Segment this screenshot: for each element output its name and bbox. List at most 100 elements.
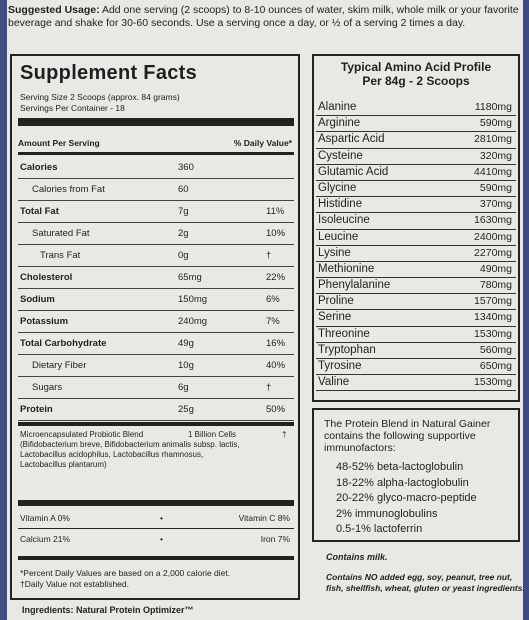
facts-header: Amount Per Serving % Daily Value* — [18, 138, 294, 148]
contains-no: Contains NO added egg, soy, peanut, tree… — [326, 572, 525, 593]
nutrient-name: Protein — [20, 404, 53, 415]
blend-list: 48-52% beta-lactoglobulin 18-22% alpha-la… — [336, 460, 477, 538]
amino-value: 650mg — [479, 360, 512, 372]
blend-item: 2% immunoglobulins — [336, 507, 438, 520]
medium-rule — [18, 152, 294, 155]
nutrient-dv: 40% — [266, 360, 286, 371]
amino-name: Aspartic Acid — [318, 133, 385, 146]
medium-rule — [18, 556, 294, 560]
amino-row: Tryptophan 560mg — [316, 343, 516, 359]
nutrient-name: Potassium — [20, 316, 69, 327]
ingredients: Ingredients: Natural Protein Optimizer™ — [22, 605, 194, 615]
amino-row: Glutamic Acid 4410mg — [316, 165, 516, 181]
amino-value: 590mg — [479, 117, 512, 130]
blend-item: 48-52% beta-lactoglobulin — [336, 461, 464, 473]
nutrient-amount: 360 — [178, 162, 194, 173]
amino-name: Isoleucine — [318, 214, 370, 227]
nutrient-name: Sugars — [32, 382, 63, 393]
nutrient-dv: † — [266, 250, 272, 261]
amino-row: Valine 1530mg — [316, 375, 516, 392]
amino-value: 2810mg — [474, 133, 512, 146]
nutrient-row: Trans Fat 0g † — [18, 244, 294, 267]
nutrient-name: Total Fat — [20, 206, 59, 217]
vitamin-a: Vitamin A 0% — [20, 513, 70, 523]
nutrient-dv: 10% — [266, 228, 286, 239]
footnote-dagger: †Daily Value not established. — [20, 579, 129, 589]
nutrient-name: Calories from Fat — [32, 184, 105, 195]
vitamin-c: Vitamin C 8% — [238, 513, 290, 523]
amino-value: 490mg — [479, 262, 512, 275]
nutrient-dv: 16% — [266, 338, 286, 349]
nutrient-amount: 25g — [178, 404, 194, 415]
footnote-dv: *Percent Daily Values are based on a 2,0… — [20, 568, 231, 578]
amino-name: Methionine — [318, 262, 375, 275]
amino-name: Arginine — [318, 117, 361, 130]
nutrient-row: Total Fat 7g 11% — [18, 200, 294, 223]
amino-name: Histidine — [318, 198, 363, 211]
amino-name: Lysine — [318, 246, 351, 259]
amino-value: 4410mg — [474, 165, 512, 178]
amino-row: Leucine 2400mg — [316, 230, 516, 246]
amino-row: Phenylalanine 780mg — [316, 278, 516, 295]
probiotic-detail: (Bifidobacterium breve, Bifidobacterium … — [20, 440, 240, 469]
amino-name: Proline — [318, 295, 354, 308]
amino-value: 590mg — [479, 181, 512, 194]
amino-row: Cysteine 320mg — [316, 149, 516, 165]
nutrient-row: Cholesterol 65mg 22% — [18, 266, 294, 289]
nutrient-dv: 6% — [266, 294, 280, 305]
nutrient-name: Trans Fat — [40, 250, 81, 261]
nutrient-row: Total Carbohydrate 49g 16% — [18, 332, 294, 355]
amino-name: Threonine — [318, 327, 370, 340]
nutrient-amount: 0g — [178, 250, 189, 261]
amino-value: 2400mg — [474, 230, 512, 243]
amino-row: Methionine 490mg — [316, 262, 516, 279]
nutrient-amount: 60 — [178, 184, 189, 195]
amino-title-line2: Per 84g - 2 Scoops — [362, 74, 470, 88]
amino-rows: Alanine 1180mg Arginine 590mg Aspartic Acid 2… — [316, 100, 516, 392]
nutrient-name: Dietary Fiber — [32, 360, 87, 371]
amino-name: Valine — [318, 376, 350, 389]
amino-name: Tryptophan — [318, 343, 376, 356]
facts-footnotes: *Percent Daily Values are based on a 2,0… — [20, 568, 294, 590]
nutrient-name: Total Carbohydrate — [20, 338, 107, 349]
nutrient-row: Calories from Fat 60 — [18, 178, 294, 201]
amino-acid-panel: Typical Amino Acid Profile Per 84g - 2 S… — [312, 54, 520, 402]
contains-milk: Contains milk. — [326, 552, 388, 562]
amino-title-line1: Typical Amino Acid Profile — [340, 60, 492, 74]
nutrient-row: Potassium 240mg 7% — [18, 310, 294, 333]
medium-rule — [18, 422, 294, 426]
probiotic-blend: Microencapsulated Probiotic Blend 1 Bill… — [20, 430, 294, 470]
amino-row: Serine 1340mg — [316, 310, 516, 327]
amino-name: Glutamic Acid — [318, 165, 389, 178]
supplement-facts-panel: Supplement Facts Serving Size 2 Scoops (… — [10, 54, 300, 600]
amino-value: 1530mg — [474, 327, 512, 340]
amino-row: Glycine 590mg — [316, 181, 516, 198]
amino-value: 1570mg — [474, 295, 512, 308]
thin-rule — [18, 528, 294, 529]
amino-value: 1530mg — [474, 376, 512, 389]
nutrient-row: Saturated Fat 2g 10% — [18, 222, 294, 245]
nutrient-amount: 240mg — [178, 316, 208, 327]
nutrient-name: Cholesterol — [20, 272, 73, 283]
blend-item: 18-22% alpha-lactoglobulin — [336, 476, 469, 489]
amino-value: 320mg — [479, 149, 512, 162]
probiotic-name: Microencapsulated Probiotic Blend — [20, 430, 144, 439]
blend-item: 20-22% glyco-macro-peptide — [336, 492, 477, 504]
amino-value: 1180mg — [474, 101, 512, 113]
nutrient-name: Sodium — [20, 294, 55, 305]
amount-header: Amount Per Serving — [18, 138, 100, 148]
amino-row: Threonine 1530mg — [316, 327, 516, 343]
supplement-facts-title: Supplement Facts — [20, 62, 198, 84]
amino-value: 2270mg — [474, 246, 512, 259]
thick-rule — [18, 500, 294, 506]
amino-name: Leucine — [318, 230, 359, 243]
bullet: • — [160, 534, 163, 544]
label-edge-left — [0, 0, 7, 620]
blend-item: 0.5-1% lactoferrin — [336, 523, 423, 535]
nutrient-row: Sugars 6g † — [18, 376, 294, 399]
servings-per-container: Servings Per Container - 18 — [20, 103, 125, 113]
nutrient-dv: 50% — [266, 404, 286, 415]
amino-value: 560mg — [479, 343, 512, 356]
nutrient-dv: 7% — [266, 316, 280, 327]
amino-row: Arginine 590mg — [316, 116, 516, 133]
